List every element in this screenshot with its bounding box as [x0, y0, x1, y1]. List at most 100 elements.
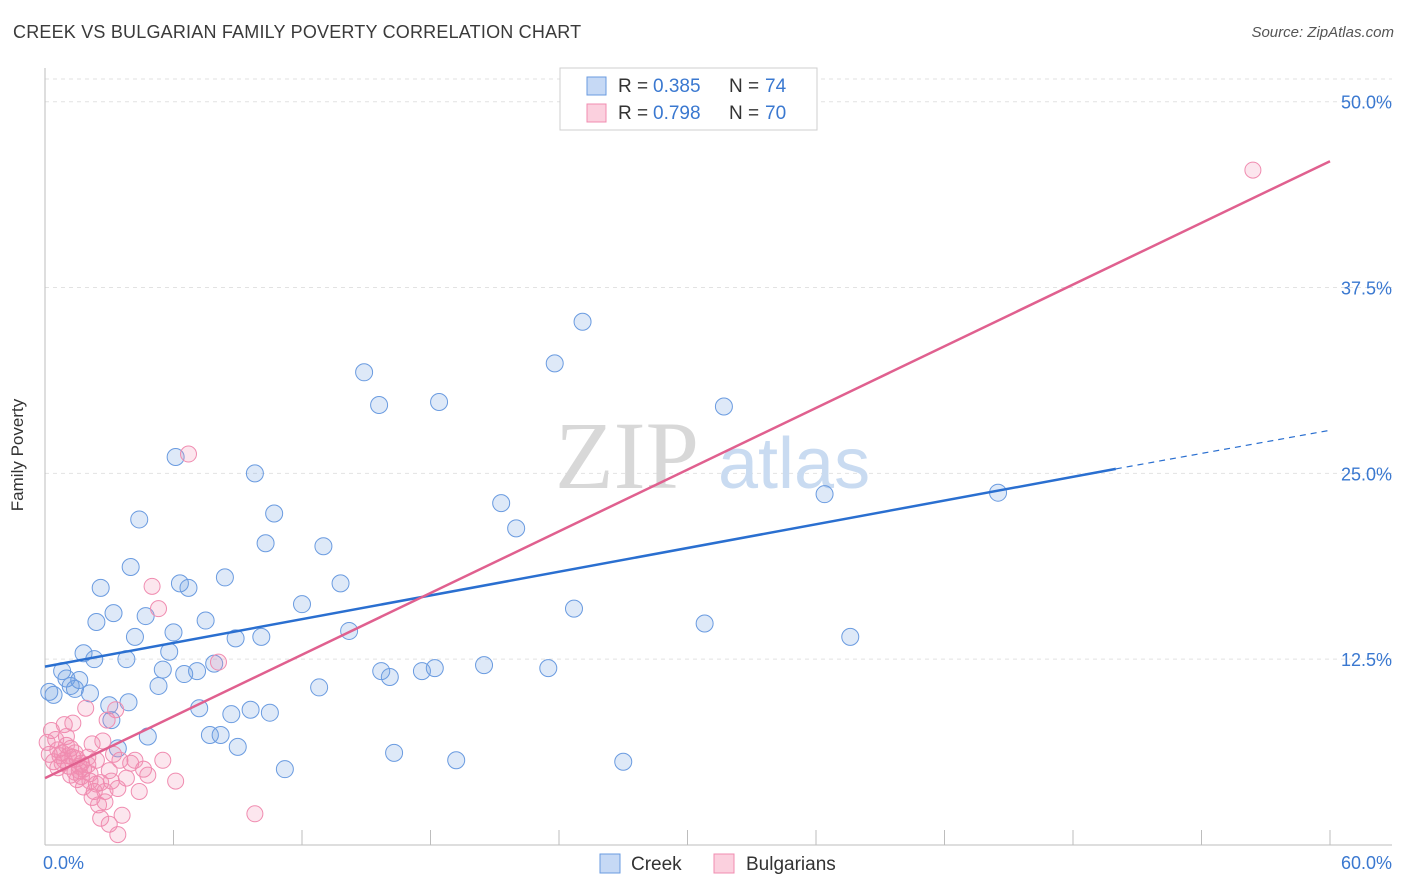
bulgarians-point: [167, 772, 185, 790]
bulgarians-point: [246, 805, 264, 823]
creek-point: [695, 614, 714, 633]
creek-point: [179, 578, 198, 597]
creek-point: [275, 760, 294, 779]
creek-point: [573, 312, 592, 331]
creek-point: [355, 363, 374, 382]
creek-point: [425, 659, 444, 678]
bulgarians-points: [38, 161, 1262, 844]
creek-point: [153, 660, 172, 679]
bulgarians-point: [179, 445, 197, 463]
creek-trend-extension: [1115, 429, 1331, 470]
creek-point: [241, 700, 260, 719]
creek-trend-line: [44, 467, 1117, 668]
bulgarians-point: [135, 760, 153, 778]
creek-point: [310, 678, 329, 697]
bulgarians-series-swatch: [713, 853, 735, 874]
chart-source: Source: ZipAtlas.com: [1251, 24, 1394, 41]
grid-lines: [45, 78, 1392, 660]
creek-point: [614, 752, 633, 771]
creek-legend-swatch: [586, 76, 607, 96]
creek-point: [841, 627, 860, 646]
creek-point: [265, 504, 284, 523]
creek-point: [331, 574, 350, 593]
axes: [44, 68, 1392, 846]
creek-point: [196, 611, 215, 630]
creek-point: [149, 676, 168, 695]
bulgarians-point: [111, 751, 129, 769]
creek-point: [121, 558, 140, 577]
creek-point: [507, 519, 526, 538]
creek-point: [260, 703, 279, 722]
bulgarians-point: [150, 600, 168, 618]
creek-point: [564, 599, 583, 618]
y-tick-label: 37.5%: [1341, 279, 1392, 299]
creek-point: [91, 578, 110, 597]
creek-point: [370, 395, 389, 414]
bulgarians-point: [96, 793, 114, 811]
creek-series-swatch: [599, 853, 621, 874]
y-tick-label: 12.5%: [1341, 650, 1392, 670]
creek-point: [545, 354, 564, 373]
y-tick-label: 50.0%: [1341, 93, 1392, 113]
bulgarians-point: [83, 788, 101, 806]
x-tick-label-min: 0.0%: [43, 853, 84, 873]
creek-point: [102, 711, 121, 730]
tick-labels: 12.5% 25.0% 37.5% 50.0% 0.0% 60.0%: [43, 93, 1392, 873]
creek-point: [385, 743, 404, 762]
creek-series-label: Creek: [631, 854, 682, 875]
creek-point: [119, 693, 138, 712]
creek-point: [714, 397, 733, 416]
bulgarians-n-label: N =: [729, 103, 759, 124]
creek-point: [136, 607, 155, 626]
creek-point: [80, 684, 99, 703]
watermark-zip: ZIP: [555, 402, 699, 509]
stats-legend: R = 0.385 N = 74 R = 0.798 N = 70: [559, 67, 818, 131]
bulgarians-point: [107, 701, 125, 719]
creek-r-value: 0.385: [653, 76, 701, 97]
creek-r-label: R =: [618, 76, 648, 97]
bulgarians-point: [100, 762, 118, 780]
creek-point: [44, 685, 63, 704]
bulgarians-point: [113, 806, 131, 824]
creek-point: [125, 627, 144, 646]
trend-lines: [44, 160, 1331, 780]
creek-point: [87, 613, 106, 632]
creek-point: [164, 623, 183, 642]
bulgarians-point: [81, 765, 99, 783]
creek-point: [226, 629, 245, 648]
creek-point: [256, 534, 275, 553]
creek-point: [70, 670, 89, 689]
bulgarians-r-label: R =: [618, 103, 648, 124]
creek-point: [222, 705, 241, 724]
creek-point: [188, 662, 207, 681]
creek-point: [130, 510, 149, 529]
creek-point: [475, 656, 494, 675]
bulgarians-point: [87, 775, 105, 793]
series-legend: Creek Bulgarians: [599, 853, 836, 875]
bulgarians-point: [92, 809, 110, 827]
watermark-atlas: atlas: [718, 424, 870, 504]
bulgarians-legend-swatch: [586, 103, 607, 123]
creek-point: [293, 595, 311, 614]
bulgarians-point: [117, 769, 135, 787]
bulgarians-trend-line: [44, 160, 1331, 780]
creek-n-value: 74: [765, 76, 787, 97]
bulgarians-point: [83, 735, 101, 753]
bulgarians-point: [1244, 161, 1262, 179]
creek-point: [430, 393, 449, 412]
bulgarians-point: [209, 653, 227, 671]
bulgarians-n-value: 70: [765, 103, 786, 124]
creek-point: [211, 725, 230, 744]
bulgarians-point: [77, 699, 95, 717]
creek-point: [104, 604, 123, 623]
bulgarians-point: [130, 782, 148, 800]
creek-point: [228, 737, 247, 756]
creek-n-label: N =: [729, 76, 759, 97]
creek-point: [492, 494, 511, 513]
creek-point: [170, 574, 189, 593]
bulgarians-series-label: Bulgarians: [746, 854, 836, 875]
creek-point: [245, 464, 264, 483]
creek-point: [380, 668, 399, 687]
creek-point: [314, 537, 333, 556]
